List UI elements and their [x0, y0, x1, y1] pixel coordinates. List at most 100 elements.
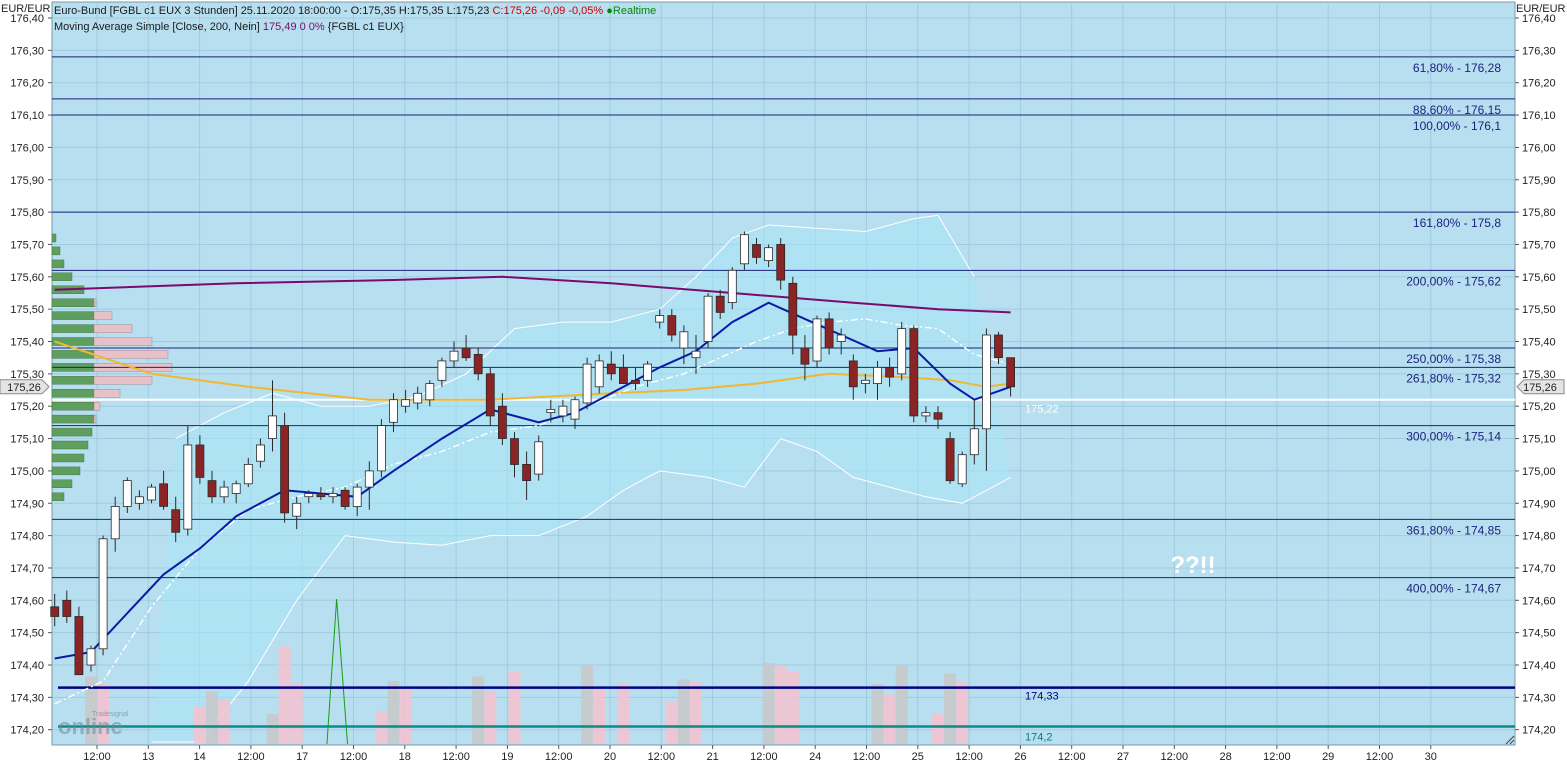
profile-bar-green: [51, 246, 61, 256]
candle-body: [667, 315, 677, 336]
candle-body: [473, 353, 483, 375]
candle-body: [255, 444, 265, 462]
y-tick-label-left: 174,20: [10, 725, 44, 737]
profile-bar-green: [51, 440, 89, 450]
candle-body: [510, 438, 519, 465]
instrument-label: Euro-Bund [FGBL c1 EUX 3 Stunden] 25.11.…: [54, 5, 490, 17]
volume-bar: [399, 690, 412, 744]
y-tick-label-right: 175,20: [1522, 401, 1556, 413]
fib-label: 161,80% - 175,8: [1413, 216, 1501, 230]
y-tick-label-left: 175,10: [10, 434, 44, 446]
y-tick-label-left: 175,70: [10, 239, 44, 251]
candle-body: [740, 234, 749, 265]
volume-bar: [508, 672, 521, 744]
candle-body: [800, 347, 810, 365]
candle-body: [86, 648, 96, 666]
x-axis: 12:00 13 14 12:00 17 12:00 18 12:00 19 12:00 20 12:…: [83, 745, 1437, 763]
y-tick-label-right: 175,50: [1522, 304, 1556, 316]
candle-body: [582, 363, 592, 404]
x-tick-label: 12:00: [648, 751, 676, 763]
fib-label: 200,00% - 175,62: [1406, 274, 1501, 288]
volume-bar: [871, 684, 884, 744]
candle-body: [1006, 357, 1015, 388]
profile-bar-green: [51, 492, 65, 501]
candle-body: [558, 405, 568, 417]
candle-body: [522, 463, 531, 481]
y-tick-label-left: 176,30: [10, 45, 44, 57]
x-tick-label: 12:00: [1366, 751, 1394, 763]
horizontal-levels: [52, 398, 1515, 728]
blue-ma-line: [54, 301, 1011, 660]
candle-body: [655, 315, 665, 323]
profile-bar-green: [51, 427, 93, 437]
profile-bar-pink: [93, 376, 153, 385]
profile-bar-pink: [93, 402, 101, 411]
y-tick-label-right: 176,40: [1522, 13, 1556, 25]
candle-body: [413, 392, 423, 404]
candle-body: [207, 480, 217, 498]
fibonacci-levels: 61,80% - 176,28 88,60% - 176,15 100,00% - …: [52, 56, 1515, 596]
candle-body: [437, 360, 447, 381]
profile-bar-pink: [93, 337, 153, 346]
x-tick-label: 25: [912, 751, 924, 763]
volume-bar: [484, 691, 497, 744]
y-tick-label-right: 175,30: [1522, 369, 1556, 381]
candle-body: [836, 334, 846, 342]
ma200-line: [54, 275, 1011, 314]
y-tick-label-right: 175,70: [1522, 239, 1556, 251]
volume-bar: [944, 673, 957, 744]
candle-body: [631, 379, 640, 384]
y-axis-right: 176,40 176,30 176,20 176,10 176,00 175,90 175,…: [1515, 3, 1566, 737]
x-tick-label: 28: [1219, 751, 1231, 763]
candle-body: [425, 383, 435, 401]
fib-label: 250,00% - 175,38: [1406, 352, 1501, 366]
volume-bar: [774, 666, 787, 744]
candle-body: [304, 493, 314, 498]
y-axis-left: 176,40 176,30 176,20 176,10 176,00 175,90 175,…: [0, 3, 52, 737]
fib-label: 361,80% - 174,85: [1406, 523, 1501, 537]
volume-bar: [593, 690, 606, 744]
candle-body: [74, 616, 84, 676]
candle-body: [812, 318, 822, 362]
envelope-upper-line: [175, 214, 975, 440]
candle-body: [703, 295, 713, 342]
x-tick-label: 21: [706, 751, 718, 763]
y-tick-label-left: 174,80: [10, 531, 44, 543]
profile-bar-green: [51, 389, 95, 398]
last-price-badge-right: [1516, 379, 1565, 395]
candle-body: [715, 295, 725, 313]
y-tick-label-right: 176,10: [1522, 110, 1556, 122]
resize-grip-icon: [1505, 735, 1515, 745]
candle-body: [861, 379, 870, 384]
x-tick-label: 14: [193, 751, 205, 763]
candle-body: [679, 331, 689, 349]
ma-indicator-value: 175,49 0 0%: [262, 21, 325, 33]
fib-label: 300,00% - 175,14: [1406, 430, 1501, 444]
x-tick-label: 20: [604, 751, 616, 763]
x-tick-label: 12:00: [853, 751, 881, 763]
volume-bar: [581, 666, 594, 744]
fib-label: 100,00% - 176,1: [1413, 119, 1501, 133]
volume-bar: [617, 684, 630, 744]
watermark-word-label: online: [58, 714, 123, 739]
y-tick-label-left: 174,50: [10, 628, 44, 640]
profile-bar-pink: [93, 324, 133, 333]
price-label-teal-line: 174,2: [1025, 731, 1053, 743]
y-tick-label-left: 175,60: [10, 272, 44, 284]
x-tick-label: 13: [142, 751, 154, 763]
price-label-navy-line: 174,33: [1025, 691, 1059, 703]
envelope-band-fill: [151, 215, 1011, 743]
candle-body: [619, 366, 628, 384]
y-tick-label-left: 175,00: [10, 466, 44, 478]
candle-body: [62, 599, 72, 617]
candle-body: [764, 247, 773, 261]
x-tick-label: 12:00: [955, 751, 983, 763]
x-tick-label: 12:00: [83, 751, 111, 763]
candle-body: [873, 366, 882, 384]
x-tick-label: 19: [501, 751, 513, 763]
profile-bar-pink: [93, 298, 97, 307]
profile-bar-green: [51, 479, 73, 488]
volume-bar: [883, 694, 896, 744]
